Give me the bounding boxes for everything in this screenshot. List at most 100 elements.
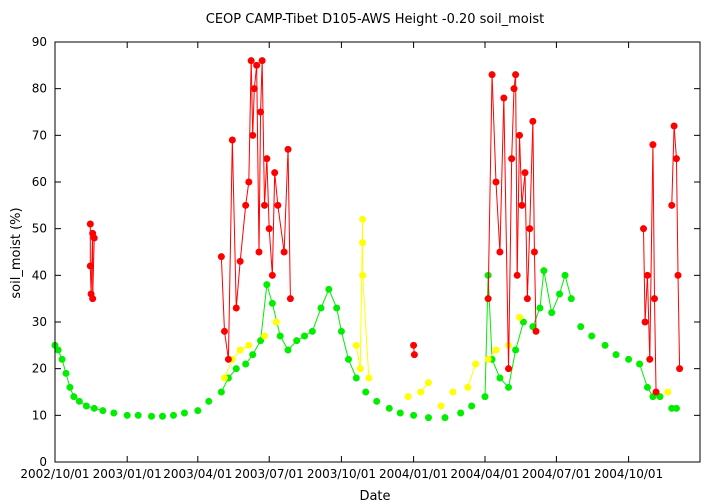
series-line-segment [92,237,95,299]
data-point [561,271,569,279]
data-point [99,407,107,415]
series-line-segment [283,149,289,253]
y-tick-label: 30 [32,315,47,329]
series-line-segment [671,125,675,206]
data-point [649,141,657,149]
data-point [484,295,492,303]
series-line-segment [484,275,489,397]
data-point [255,248,263,256]
series-line-segment [503,97,510,369]
series-line-segment [539,270,545,309]
series-line-segment [526,228,531,299]
data-point [410,351,418,359]
series-line-segment [529,121,534,229]
series-line-segment [652,144,655,299]
data-point [449,388,457,396]
series-line-segment [675,158,679,276]
data-point [650,295,658,303]
data-point [519,318,527,326]
data-point [284,145,292,153]
data-point [488,71,496,79]
data-point [232,304,240,312]
x-tick-label: 2003/10/01 [307,467,376,481]
series-line-segment [515,321,524,351]
data-point [664,388,672,396]
data-point [512,71,520,79]
series-green [51,267,680,422]
plot-frame [54,41,701,463]
data-point [396,409,404,417]
data-point [90,404,98,412]
data-point [317,304,325,312]
data-point [516,131,524,139]
data-point [518,201,526,209]
y-tick-label: 0 [39,455,47,469]
series-line-segment [287,149,291,299]
data-point [224,355,232,363]
data-point [249,351,257,359]
data-point [242,360,250,368]
data-point [265,225,273,233]
data-point [58,355,66,363]
data-point [532,327,540,335]
data-point [245,341,253,349]
data-point [601,341,609,349]
series-line-segment [260,284,268,341]
series-line-segment [252,88,255,136]
series-line-segment [508,349,517,388]
data-point [66,383,74,391]
series-line-segment [653,298,657,393]
x-tick-label: 2004/01/01 [379,467,448,481]
data-point [672,155,680,163]
data-point [457,409,465,417]
series-line-segment [516,135,521,276]
data-point [217,388,225,396]
series-line-segment [274,172,279,206]
series-line-segment [564,275,572,299]
data-point [643,383,651,391]
series-line-segment [644,275,648,323]
series-line-segment [533,251,537,332]
data-point [180,409,188,417]
y-axis-label: soil_moist (%) [9,207,24,298]
series-line-segment [245,181,250,206]
data-point [205,397,213,405]
series-line-segment [227,139,233,360]
data-point [352,341,360,349]
x-tick-label: 2004/07/01 [522,467,591,481]
data-point [468,402,476,410]
series-line-segment [524,172,528,299]
series-line-segment [271,172,276,276]
data-point [516,313,524,321]
data-point [536,304,544,312]
series-line-segment [508,158,513,369]
x-tick-label: 2003/01/01 [93,467,162,481]
series-line-segment [646,275,651,360]
data-point [492,346,500,354]
data-point [261,332,269,340]
series-line-segment [362,275,370,379]
data-point [271,169,279,177]
y-tick-label: 50 [32,222,47,236]
data-point [505,383,513,391]
data-point [247,57,255,65]
series-line-segment [515,74,518,276]
data-point [276,332,284,340]
data-point [217,253,225,261]
series-line-segment [677,275,681,369]
data-point [284,346,292,354]
series-line-segment [264,158,268,206]
data-point [373,397,381,405]
series-line-segment [340,331,349,360]
data-point [521,169,529,177]
data-point [268,299,276,307]
data-point [640,225,648,233]
data-point [636,360,644,368]
data-point [676,365,684,373]
series-line-segment [311,307,322,332]
data-point [308,327,316,335]
data-point [385,404,393,412]
data-point [441,414,449,422]
series-line-segment [649,144,654,360]
